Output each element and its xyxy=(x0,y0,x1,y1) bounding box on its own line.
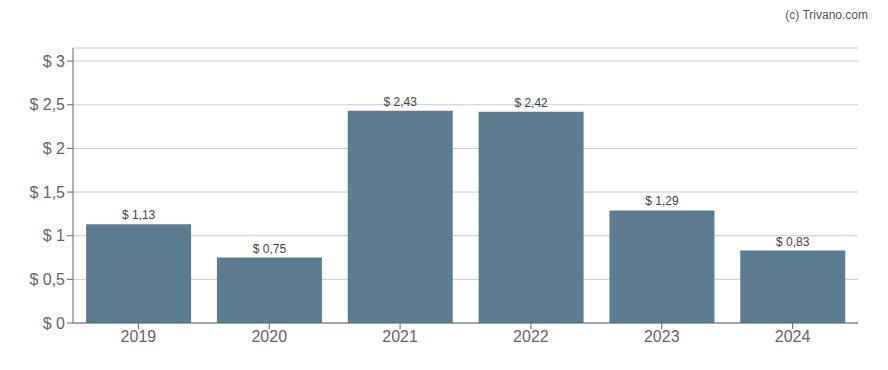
svg-text:2020: 2020 xyxy=(251,328,287,345)
svg-text:2021: 2021 xyxy=(382,328,418,345)
svg-text:2022: 2022 xyxy=(513,328,549,345)
svg-text:$ 1,5: $ 1,5 xyxy=(29,184,65,201)
html-text:(c) Trivano.com: (c) Trivano.com xyxy=(785,8,868,22)
svg-text:$ 3: $ 3 xyxy=(43,53,65,70)
svg-text:$ 0,83: $ 0,83 xyxy=(776,235,810,249)
svg-text:$ 2,42: $ 2,42 xyxy=(514,96,548,110)
svg-text:$ 0,75: $ 0,75 xyxy=(253,242,287,256)
svg-text:$ 1: $ 1 xyxy=(43,227,65,244)
svg-text:$ 1,13: $ 1,13 xyxy=(122,208,156,222)
svg-text:2023: 2023 xyxy=(644,328,680,345)
svg-text:$ 2,5: $ 2,5 xyxy=(29,96,65,113)
svg-text:$ 2,43: $ 2,43 xyxy=(384,95,418,109)
svg-text:$ 1,29: $ 1,29 xyxy=(645,194,679,208)
svg-text:$ 2: $ 2 xyxy=(43,140,65,157)
svg-text:$ 0: $ 0 xyxy=(43,315,65,332)
svg-text:2024: 2024 xyxy=(775,328,811,345)
svg-text:$ 0,5: $ 0,5 xyxy=(29,271,65,288)
svg-text:2019: 2019 xyxy=(121,328,157,345)
